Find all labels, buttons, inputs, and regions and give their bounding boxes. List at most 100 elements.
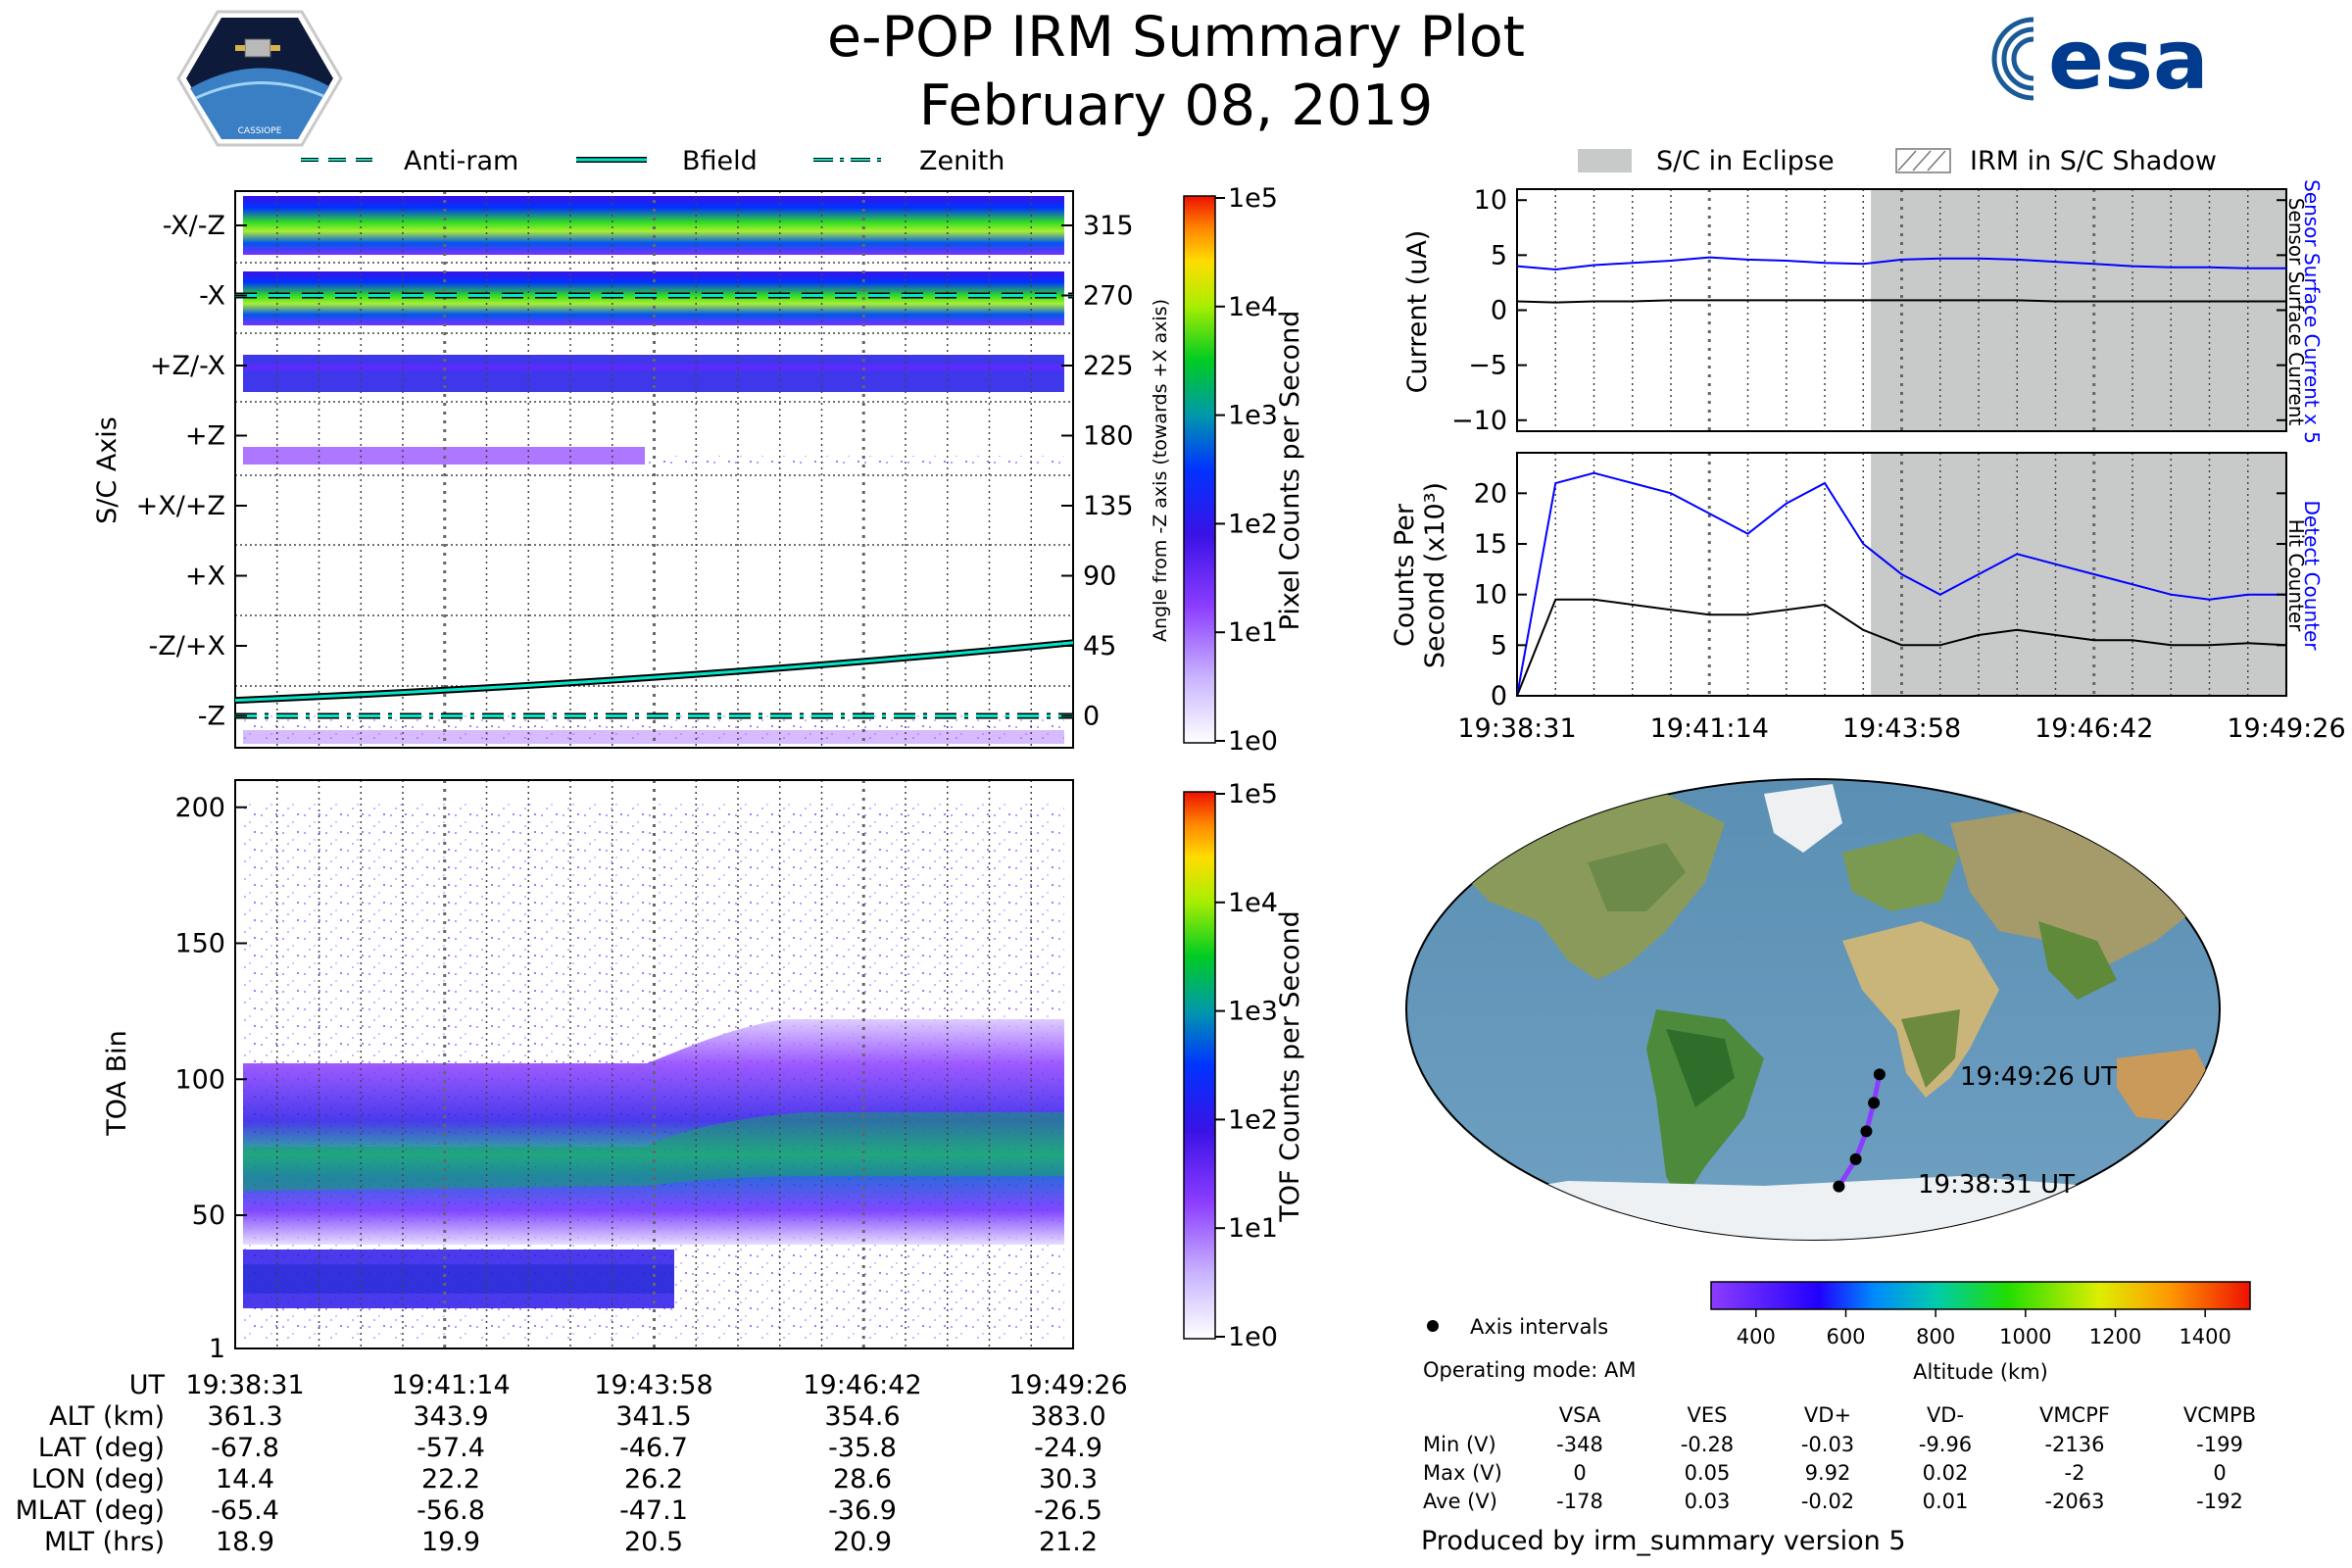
sc-category-label: -X/-Z: [163, 211, 225, 241]
counts-ylabel-1: Counts Per: [1390, 503, 1420, 647]
ephemeris-row-label: LAT (deg): [38, 1433, 165, 1463]
ephemeris-value: -26.5: [1034, 1495, 1102, 1526]
ephemeris-row-label: MLT (hrs): [44, 1527, 165, 1557]
counts-ylabel-2: Second (x10³): [1420, 482, 1450, 668]
ephemeris-value: -56.8: [416, 1495, 485, 1526]
pixel-colorbar-label: Pixel Counts per Second: [1275, 311, 1305, 631]
voltage-value: -0.02: [1801, 1490, 1854, 1513]
ephemeris-time: 19:41:14: [391, 1370, 510, 1400]
ephemeris-value: 18.9: [216, 1527, 274, 1557]
voltage-value: -2: [2065, 1461, 2085, 1485]
ephemeris-value: -46.7: [619, 1433, 688, 1463]
axis-interval-marker: [1427, 1320, 1439, 1332]
voltage-value: 9.92: [1805, 1461, 1851, 1485]
sc-angle-tick: 135: [1083, 491, 1134, 521]
xtick-label: 19:43:58: [1842, 713, 1961, 744]
ephemeris-value: 21.2: [1039, 1527, 1098, 1557]
voltage-value: -2063: [2044, 1490, 2104, 1513]
ytick-label: 20: [1474, 478, 1507, 509]
ephemeris-value: 383.0: [1030, 1401, 1105, 1432]
altitude-tick: 1000: [1999, 1325, 2051, 1348]
voltage-header: VMCPF: [2039, 1403, 2110, 1427]
sc-category-label: +Z: [185, 421, 225, 452]
ephemeris-value: -24.9: [1034, 1433, 1102, 1463]
ephemeris-value: 354.6: [824, 1401, 900, 1432]
counts-right-label-black: Hit Counter: [2284, 519, 2308, 632]
colorbar-tick: 1e1: [1228, 617, 1278, 648]
track-end-label: 19:49:26 UT: [1960, 1062, 2117, 1092]
track-point: [1833, 1180, 1845, 1193]
sc-angle-tick: 45: [1083, 631, 1116, 662]
colorbar-tick: 1e0: [1228, 1322, 1278, 1352]
ephemeris-value: 19.9: [421, 1527, 480, 1557]
current-right-label-black: Sensor Surface Current: [2284, 198, 2308, 426]
ephemeris-value: 30.3: [1039, 1464, 1098, 1494]
current-ylabel: Current (uA): [1402, 230, 1433, 394]
ephemeris-value: -65.4: [211, 1495, 279, 1526]
hit-counter-line: [1516, 598, 2287, 697]
colorbar-tick: 1e2: [1228, 509, 1278, 539]
detect-counter-line: [1516, 471, 2286, 697]
sc-axis-ylabel-right: Angle from -Z axis (towards +X axis): [1150, 299, 1171, 642]
altitude-tick: 800: [1916, 1325, 1955, 1348]
page-title: e-POP IRM Summary Plot: [826, 5, 1526, 70]
ephemeris-value: 20.9: [833, 1527, 892, 1557]
sc-category-label: +X: [185, 562, 225, 592]
colorbar-tick: 1e4: [1228, 292, 1278, 322]
toa-ytick: 1: [209, 1334, 225, 1364]
voltage-table: VSA VES VD+ VD- VMCPF VCMPB Min (V) -348 -0.28 -…: [1423, 1403, 2256, 1513]
ephemeris-value: 14.4: [216, 1464, 274, 1494]
counts-panel: 20 15 10 5 0 Counts Per Second (x10³) Detect…: [1390, 452, 2346, 744]
ytick-label: 0: [1491, 681, 1507, 711]
colorbar-tick: 1e1: [1228, 1213, 1278, 1244]
ephemeris-value: 20.5: [624, 1527, 683, 1557]
voltage-header: VCMPB: [2183, 1403, 2256, 1427]
legend-shadow-swatch: [1895, 148, 1951, 173]
ephemeris-row-label: ALT (km): [49, 1401, 165, 1432]
voltage-value: -199: [2196, 1433, 2243, 1456]
legend-eclipse-label: S/C in Eclipse: [1656, 146, 1835, 176]
ephemeris-value: -67.8: [211, 1433, 279, 1463]
colorbar-tick: 1e3: [1228, 997, 1278, 1027]
track-point: [1860, 1125, 1873, 1138]
continent-greenland: [1764, 784, 1842, 853]
ytick-label: −5: [1468, 351, 1507, 381]
sc-axis-panel: -X/-Z -X +Z/-X +Z +X/+Z +X -Z/+X -Z 315 270 225 18…: [92, 190, 1171, 749]
legend-shadow-label: IRM in S/C Shadow: [1970, 146, 2217, 176]
continent-antarctica: [1411, 1176, 2220, 1240]
continent-south-america: [1646, 1009, 1764, 1205]
cassiope-logo: CASSIOPE: [176, 10, 343, 147]
voltage-row-label: Ave (V): [1423, 1490, 1497, 1513]
xtick-label: 19:46:42: [2034, 713, 2153, 744]
ephemeris-value: 28.6: [833, 1464, 892, 1494]
ytick-label: −10: [1451, 406, 1507, 436]
current-x5-line: [1516, 256, 2286, 271]
ytick-label: 5: [1491, 630, 1507, 661]
ephemeris-time: 19:38:31: [185, 1370, 304, 1400]
colorbar-tick: 1e5: [1228, 779, 1278, 809]
current-line: [1516, 299, 2286, 304]
track-point: [1849, 1152, 1862, 1165]
continent-europe: [1842, 833, 1960, 911]
ephemeris-value: -47.1: [619, 1495, 688, 1526]
toa-main-band: [243, 1019, 1064, 1245]
ytick-label: 10: [1474, 580, 1507, 611]
current-panel: 10 5 0 −5 −10 Current (uA) Sensor Surface Cu…: [1402, 179, 2324, 444]
track-point: [1873, 1068, 1886, 1081]
tof-colorbar: 1e0 1e1 1e2 1e3 1e4 1e5 TOF Counts per Second: [1183, 779, 1305, 1352]
colorbar-tick: 1e0: [1228, 726, 1278, 757]
counts-right-label-blue: Detect Counter: [2300, 501, 2324, 652]
voltage-value: 0: [1573, 1461, 1586, 1485]
page-date: February 08, 2019: [918, 74, 1434, 138]
ytick-label: 10: [1474, 185, 1507, 216]
voltage-row-label: Min (V): [1423, 1433, 1496, 1456]
voltage-row-label: Max (V): [1423, 1461, 1502, 1485]
axis-intervals-label: Axis intervals: [1470, 1315, 1608, 1339]
sc-angle-tick: 180: [1083, 421, 1134, 452]
xtick-label: 19:41:14: [1650, 713, 1769, 744]
top-legend: Anti-ram Bfield Zenith: [301, 146, 1004, 176]
ephemeris-value: 343.9: [413, 1401, 488, 1432]
altitude-tick: 400: [1737, 1325, 1776, 1348]
